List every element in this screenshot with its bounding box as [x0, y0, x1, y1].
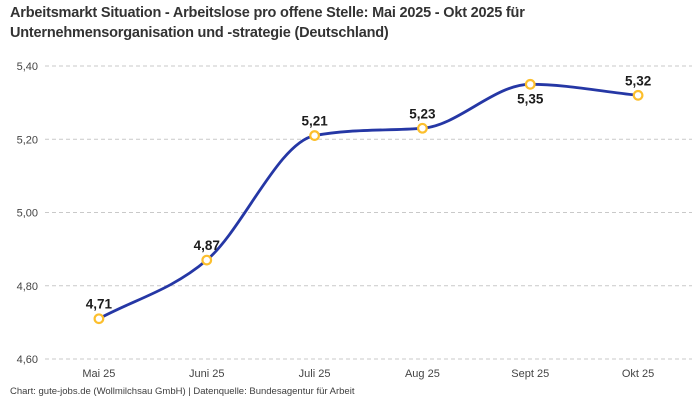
x-tick-label: Mai 25: [82, 368, 115, 380]
data-point-marker: [93, 313, 105, 325]
data-point-label: 4,71: [86, 297, 113, 312]
y-tick-label: 5,00: [17, 208, 38, 220]
data-point-marker: [201, 254, 213, 266]
chart-title-line1: Arbeitsmarkt Situation - Arbeitslose pro…: [10, 5, 525, 21]
data-point-label: 5,32: [625, 73, 651, 88]
y-tick-label: 4,60: [17, 354, 38, 366]
y-tick-label: 5,40: [17, 61, 38, 73]
chart-title-line2: Unternehmensorganisation und -strategie …: [10, 24, 389, 41]
data-point-marker: [524, 78, 536, 90]
y-tick-label: 4,80: [17, 281, 38, 293]
x-tick-label: Juli 25: [299, 368, 331, 380]
data-point-marker: [417, 122, 428, 134]
data-point-label: 5,35: [517, 91, 544, 106]
y-tick-label: 5,20: [17, 134, 38, 146]
data-point-label: 5,21: [301, 114, 328, 129]
series-line: [97, 82, 640, 321]
chart-title: Arbeitsmarkt Situation - Arbeitslose pro…: [10, 4, 694, 43]
data-point-marker: [632, 89, 644, 101]
data-point-marker: [309, 130, 320, 141]
x-tick-label: Aug 25: [405, 368, 440, 380]
x-tick-label: Juni 25: [189, 368, 224, 380]
chart-footer: Chart: gute-jobs.de (Wollmilchsau GmbH) …: [10, 386, 355, 397]
x-tick-label: Sept 25: [511, 368, 549, 380]
x-tick-label: Okt 25: [622, 368, 654, 380]
data-point-label: 5,23: [409, 106, 436, 121]
data-point-label: 4,87: [194, 238, 220, 253]
